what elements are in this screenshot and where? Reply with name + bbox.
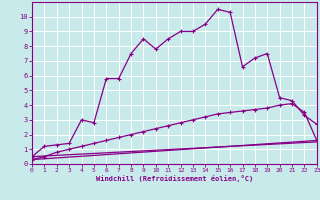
X-axis label: Windchill (Refroidissement éolien,°C): Windchill (Refroidissement éolien,°C) bbox=[96, 175, 253, 182]
